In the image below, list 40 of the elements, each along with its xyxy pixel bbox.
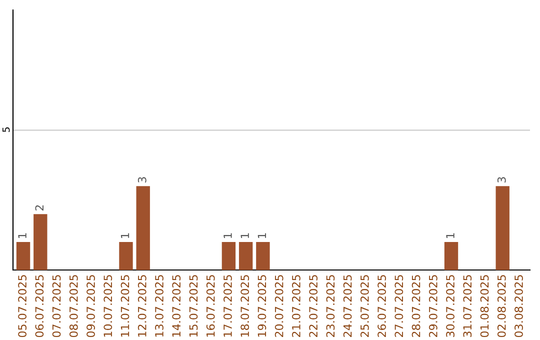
x-tick-label: 14.07.2025 <box>172 275 181 337</box>
data-label: 3 <box>497 177 506 182</box>
x-tick-label: 27.07.2025 <box>394 275 404 337</box>
x-tick-label: 29.07.2025 <box>428 275 438 337</box>
data-label: 2 <box>35 205 44 210</box>
data-label: 1 <box>258 233 266 238</box>
x-tick-label: 18.07.2025 <box>240 275 250 337</box>
x-tick-label: 01.08.2025 <box>480 275 489 338</box>
x-tick-label: 15.07.2025 <box>189 275 198 337</box>
data-label: 1 <box>224 233 232 238</box>
x-tick-label: 09.07.2025 <box>86 275 95 338</box>
x-tick-label: 30.07.2025 <box>446 275 454 337</box>
x-tick-label: 24.07.2025 <box>343 275 352 337</box>
x-tick-label: 06.07.2025 <box>35 275 44 338</box>
x-tick-label: 19.07.2025 <box>258 275 266 337</box>
x-tick-label: 07.07.2025 <box>52 275 61 338</box>
x-tick-label: 02.08.2025 <box>497 275 506 338</box>
x-tick-label: 12.07.2025 <box>138 275 146 337</box>
x-tick-label: 28.07.2025 <box>412 275 420 337</box>
x-tick-label: 26.07.2025 <box>378 275 386 337</box>
x-tick-label: 16.07.2025 <box>206 275 215 337</box>
x-tick-label: 25.07.2025 <box>360 275 369 337</box>
x-tick-label: 13.07.2025 <box>155 275 164 337</box>
x-tick-label: 31.07.2025 <box>463 275 472 337</box>
x-tick-label: 22.07.2025 <box>309 275 318 337</box>
y-tick-label: 5 <box>2 127 10 132</box>
x-tick-label: 17.07.2025 <box>224 275 232 337</box>
x-tick-label: 21.07.2025 <box>292 275 300 337</box>
x-tick-label: 20.07.2025 <box>274 275 284 337</box>
data-label: 1 <box>240 233 249 238</box>
data-label: 1 <box>446 233 454 238</box>
x-tick-label: 05.07.2025 <box>18 275 26 338</box>
data-label: 3 <box>138 177 146 182</box>
x-tick-label: 08.07.2025 <box>69 275 78 338</box>
data-label: 1 <box>120 233 130 238</box>
x-tick-label: 23.07.2025 <box>326 275 335 337</box>
x-tick-label: 10.07.2025 <box>104 275 112 337</box>
data-label: 1 <box>18 233 26 238</box>
x-tick-label: 03.08.2025 <box>514 275 523 338</box>
x-tick-label: 11.07.2025 <box>120 275 130 337</box>
